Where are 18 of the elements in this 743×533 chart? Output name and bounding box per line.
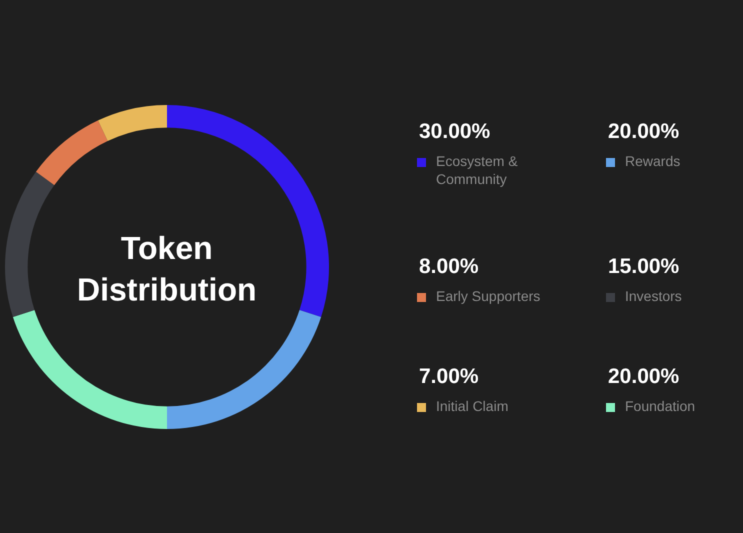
data-label: 20.00% [608, 120, 680, 143]
legend-label: Investors [625, 288, 682, 304]
legend-label: Rewards [625, 153, 680, 169]
donut-slice [98, 105, 167, 141]
legend-label: Ecosystem & Community [436, 153, 518, 188]
donut-slice [5, 172, 54, 318]
data-label: 7.00% [419, 365, 479, 388]
legend-label: Early Supporters [436, 288, 540, 304]
data-label: 30.00% [419, 120, 491, 143]
legend-label: Foundation [625, 398, 696, 414]
donut-slice [12, 310, 167, 429]
text: Token Distribution [77, 230, 257, 308]
data-label: 20.00% [608, 365, 680, 388]
donut-slice [36, 120, 108, 186]
legend-label: Initial Claim [436, 398, 508, 414]
data-label: 8.00% [419, 255, 479, 278]
donut-slice [167, 310, 322, 429]
data-label: 15.00% [608, 255, 680, 278]
